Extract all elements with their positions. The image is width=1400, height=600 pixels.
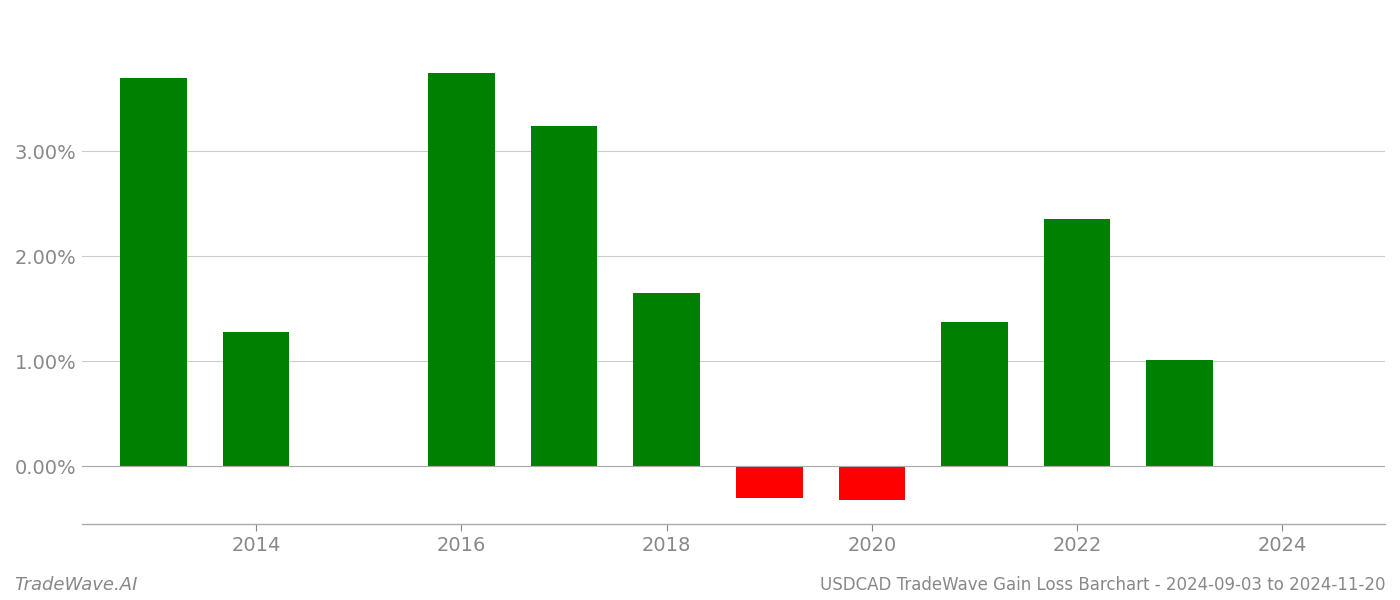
Text: USDCAD TradeWave Gain Loss Barchart - 2024-09-03 to 2024-11-20: USDCAD TradeWave Gain Loss Barchart - 20… [820, 576, 1386, 594]
Bar [120, 78, 186, 466]
Bar [839, 466, 906, 500]
Bar [223, 332, 290, 466]
Text: TradeWave.AI: TradeWave.AI [14, 576, 137, 594]
Bar [736, 466, 802, 498]
Bar [428, 73, 494, 466]
Bar [531, 126, 598, 466]
Bar [1044, 218, 1110, 466]
Bar [1147, 361, 1212, 466]
Bar [633, 293, 700, 466]
Bar [941, 322, 1008, 466]
